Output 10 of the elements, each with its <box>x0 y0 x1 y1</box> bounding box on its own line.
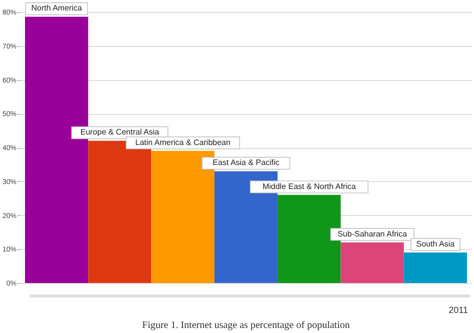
x-tick-label: Europe & Central Asia <box>80 128 160 137</box>
x-tick-label: Sub-Saharan Africa <box>338 229 408 238</box>
x-tick-label: East Asia & Pacific <box>212 158 280 168</box>
x-tick-label: Latin America & Caribbean <box>135 138 230 147</box>
x-tick-label: North America <box>31 4 82 13</box>
x-tick-label: South Asia <box>416 240 456 249</box>
caption: Figure 1. Internet usage as percentage of population <box>142 320 350 331</box>
text: 2011 <box>448 305 468 315</box>
bar <box>404 252 467 283</box>
x-tick-label: Middle East & North Africa <box>262 182 356 191</box>
